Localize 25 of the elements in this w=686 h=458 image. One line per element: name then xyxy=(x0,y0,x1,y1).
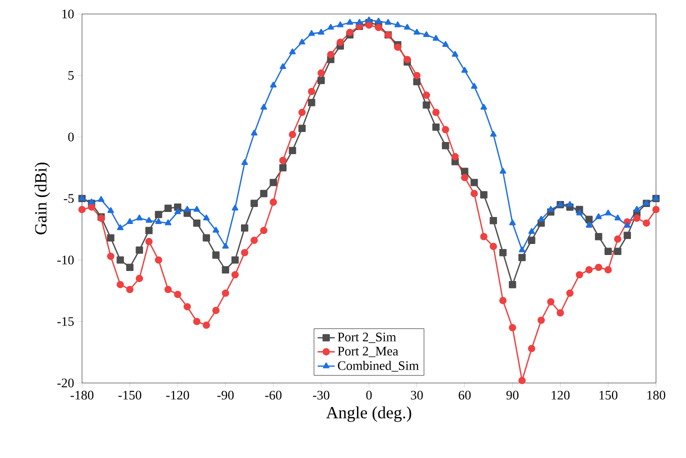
y-tick-label: -15 xyxy=(57,317,74,326)
x-tick-label: -90 xyxy=(217,390,234,400)
x-tick-label: 60 xyxy=(458,390,471,400)
x-tick-label: 180 xyxy=(647,390,666,400)
x-tick-label: -180 xyxy=(70,390,94,400)
legend-label: Port 2_Sim xyxy=(338,332,396,343)
y-axis-title: Gain (dBi) xyxy=(34,162,50,234)
x-tick-label: 0 xyxy=(366,390,372,400)
y-tick-label: -20 xyxy=(57,378,74,388)
x-tick-label: 120 xyxy=(552,390,570,400)
x-tick-label: -30 xyxy=(312,390,330,400)
x-axis-title: Angle (deg.) xyxy=(326,406,412,422)
y-tick-label: -5 xyxy=(64,194,74,203)
y-tick-label: -10 xyxy=(57,256,74,264)
x-tick-label: -150 xyxy=(118,390,142,400)
x-tick-label: 150 xyxy=(600,390,618,400)
y-tick-label: 0 xyxy=(68,132,74,142)
y-tick-label: 10 xyxy=(62,10,74,18)
legend-label: Port 2_Mea xyxy=(338,346,398,358)
x-tick-label: 90 xyxy=(506,390,518,400)
x-tick-label: 30 xyxy=(410,390,423,400)
y-tick-label: 5 xyxy=(68,71,74,80)
legend-label: Combined_Sim xyxy=(338,360,419,372)
x-tick-label: -120 xyxy=(166,390,190,400)
x-tick-label: -60 xyxy=(265,390,282,400)
